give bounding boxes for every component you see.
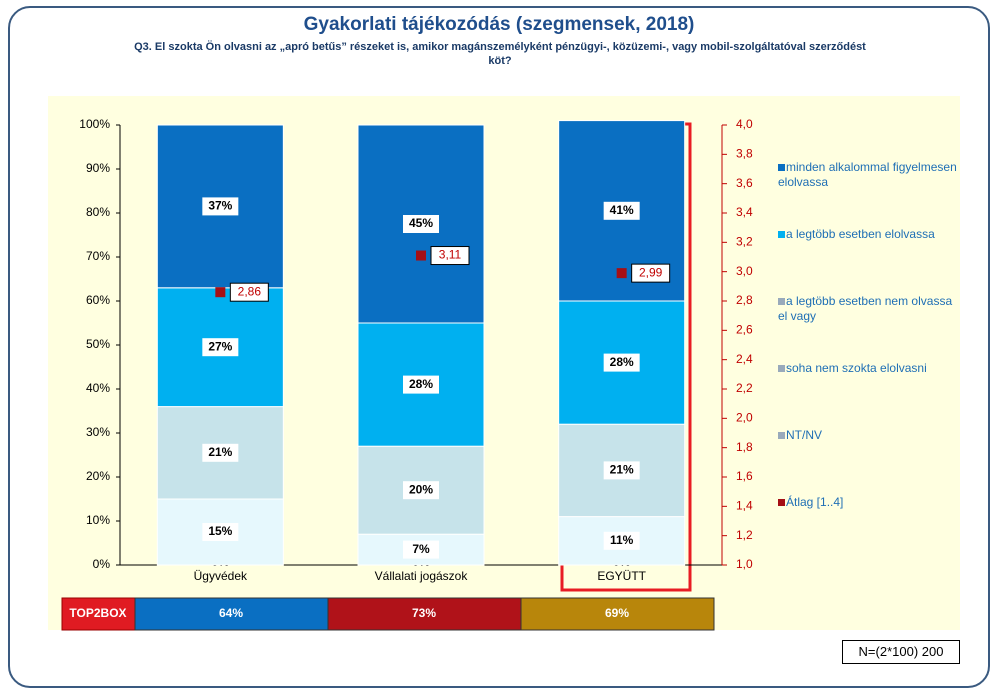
legend-swatch bbox=[778, 231, 785, 238]
data-label-bg bbox=[202, 338, 239, 357]
y-tick-label: 10% bbox=[86, 513, 110, 527]
data-label-bg bbox=[202, 523, 239, 541]
bar-segment bbox=[357, 533, 485, 566]
y2-tick-label: 1,8 bbox=[736, 440, 753, 454]
top2box-label-bg bbox=[61, 597, 136, 631]
data-label: 28% bbox=[610, 355, 634, 369]
top2box-value: 64% bbox=[219, 606, 243, 620]
average-marker bbox=[616, 268, 627, 279]
data-label: 21% bbox=[610, 463, 634, 477]
data-label-bg bbox=[603, 461, 640, 480]
legend-item: Átlag [1..4] bbox=[778, 495, 958, 510]
data-label-bg bbox=[603, 201, 640, 220]
data-label: 21% bbox=[208, 445, 232, 459]
data-label: 37% bbox=[208, 199, 232, 213]
x-tick-label: Vállalati jogászok bbox=[375, 569, 469, 583]
y-tick-label: 30% bbox=[86, 425, 110, 439]
legend-item: a legtöbb esetben nem olvassa el vagy bbox=[778, 294, 958, 324]
average-label: 3,11 bbox=[439, 248, 462, 262]
legend-label: NT/NV bbox=[786, 428, 822, 442]
y2-tick-label: 2,2 bbox=[736, 381, 753, 395]
y2-tick-label: 2,8 bbox=[736, 293, 753, 307]
legend-item: a legtöbb esetben elolvassa bbox=[778, 227, 958, 242]
legend-label: soha nem szokta elolvasni bbox=[786, 361, 927, 375]
y-tick-label: 50% bbox=[86, 337, 110, 351]
data-label: 11% bbox=[610, 533, 634, 547]
legend-swatch bbox=[778, 499, 785, 506]
data-label-bg bbox=[603, 353, 640, 372]
y2-tick-label: 1,6 bbox=[736, 469, 753, 483]
data-label: 20% bbox=[409, 482, 433, 496]
frame bbox=[8, 6, 990, 688]
y-tick-label: 60% bbox=[86, 293, 110, 307]
sample-note: N=(2*100) 200 bbox=[842, 640, 960, 664]
average-label: 2,99 bbox=[639, 265, 663, 279]
legend-item: minden alkalommal figyelmesen elolvassa bbox=[778, 160, 958, 190]
average-label: 2,86 bbox=[238, 284, 262, 298]
y-tick-label: 0% bbox=[93, 557, 111, 571]
data-label: 27% bbox=[208, 339, 232, 353]
data-label-bg bbox=[403, 481, 439, 500]
legend-swatch bbox=[778, 164, 785, 171]
y2-tick-label: 2,6 bbox=[736, 323, 753, 337]
top2box-cell bbox=[520, 597, 715, 631]
y2-tick-label: 3,0 bbox=[736, 264, 753, 278]
top2box-label: TOP2BOX bbox=[69, 606, 126, 620]
legend-label: a legtöbb esetben elolvassa bbox=[786, 227, 935, 241]
legend-swatch bbox=[778, 365, 785, 372]
y2-tick-label: 3,4 bbox=[736, 205, 753, 219]
data-label: 28% bbox=[409, 377, 433, 391]
legend-item: NT/NV bbox=[778, 428, 958, 443]
data-label-bg bbox=[403, 375, 439, 394]
y-tick-label: 70% bbox=[86, 249, 110, 263]
y2-tick-label: 3,2 bbox=[736, 235, 753, 249]
y2-tick-label: 1,4 bbox=[736, 499, 753, 513]
legend-label: minden alkalommal figyelmesen elolvassa bbox=[778, 160, 957, 189]
average-label-bg bbox=[229, 282, 269, 302]
y-tick-label: 20% bbox=[86, 469, 110, 483]
data-label: 41% bbox=[610, 203, 634, 217]
y2-tick-label: 1,2 bbox=[736, 528, 753, 542]
chart-subtitle: Q3. El szokta Ön olvasni az „apró betűs”… bbox=[134, 41, 866, 67]
legend-item: soha nem szokta elolvasni bbox=[778, 361, 958, 376]
y2-tick-label: 3,6 bbox=[736, 176, 753, 190]
y2-tick-label: 3,8 bbox=[736, 147, 753, 161]
legend-swatch bbox=[778, 432, 785, 439]
y-tick-label: 100% bbox=[79, 117, 110, 131]
data-label: 7% bbox=[412, 542, 430, 556]
data-label-bg bbox=[403, 540, 439, 559]
y2-tick-label: 4,0 bbox=[736, 117, 753, 131]
data-label: 15% bbox=[208, 524, 232, 538]
top2box-value: 69% bbox=[605, 606, 629, 620]
x-tick-label: Ügyvédek bbox=[194, 569, 248, 583]
y2-tick-label: 2,0 bbox=[736, 411, 753, 425]
average-marker bbox=[215, 287, 226, 298]
y-tick-label: 40% bbox=[86, 381, 110, 395]
top2box-value: 73% bbox=[412, 606, 436, 620]
data-label-bg bbox=[403, 215, 439, 233]
data-label: 45% bbox=[409, 216, 433, 230]
y-tick-label: 80% bbox=[86, 205, 110, 219]
data-label-bg bbox=[603, 531, 640, 550]
top2box-cell bbox=[134, 597, 329, 631]
average-label-bg bbox=[430, 246, 470, 266]
average-label-bg bbox=[631, 263, 671, 283]
x-tick-label: EGYÜTT bbox=[597, 569, 646, 583]
legend-label: Átlag [1..4] bbox=[786, 495, 844, 509]
average-marker bbox=[416, 250, 426, 261]
y2-tick-label: 2,4 bbox=[736, 352, 753, 366]
y-tick-label: 90% bbox=[86, 161, 110, 175]
data-label-bg bbox=[202, 443, 239, 462]
legend-swatch bbox=[778, 298, 785, 305]
data-label-bg bbox=[202, 197, 239, 216]
legend-label: a legtöbb esetben nem olvassa el vagy bbox=[778, 294, 953, 323]
chart-title: Gyakorlati tájékozódás (szegmensek, 2018… bbox=[303, 14, 695, 35]
y2-tick-label: 1,0 bbox=[736, 557, 753, 571]
